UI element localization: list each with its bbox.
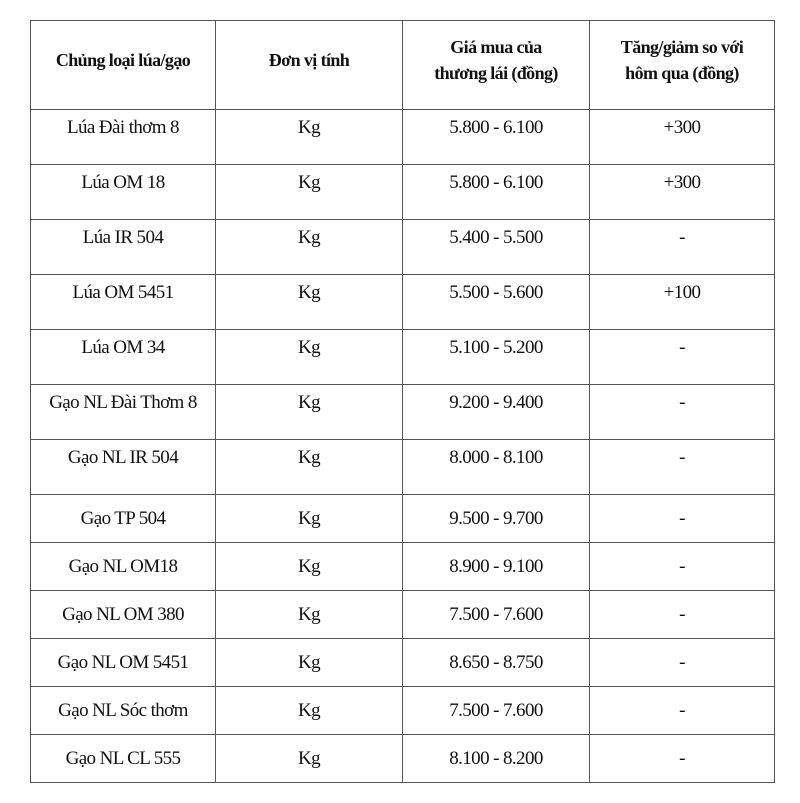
cell-unit: Kg bbox=[215, 686, 403, 735]
cell-unit: Kg bbox=[215, 164, 403, 220]
cell-price: 7.500 - 7.600 bbox=[402, 590, 590, 639]
cell-unit: Kg bbox=[215, 494, 403, 543]
cell-rice-type: Lúa OM 5451 bbox=[30, 274, 216, 330]
cell-price: 8.000 - 8.100 bbox=[402, 439, 590, 495]
table-row: Lúa OM 34 Kg 5.100 - 5.200- bbox=[30, 329, 775, 385]
cell-rice-type: Gạo NL IR 504 bbox=[30, 439, 216, 495]
cell-unit: Kg bbox=[215, 109, 403, 165]
header-change: Tăng/giảm so với hôm qua (đồng) bbox=[589, 20, 775, 110]
cell-change: +300 bbox=[589, 164, 775, 220]
cell-change: +100 bbox=[589, 274, 775, 330]
cell-change: +300 bbox=[589, 109, 775, 165]
header-price: Giá mua của thương lái (đồng) bbox=[402, 20, 590, 110]
cell-change: - bbox=[589, 384, 775, 440]
cell-change: - bbox=[589, 219, 775, 275]
cell-unit: Kg bbox=[215, 219, 403, 275]
table-row: Gạo NL OM18 Kg 8.900 - 9.100- bbox=[30, 542, 775, 591]
cell-unit: Kg bbox=[215, 329, 403, 385]
cell-price: 5.400 - 5.500 bbox=[402, 219, 590, 275]
cell-price: 5.800 - 6.100 bbox=[402, 164, 590, 220]
cell-change: - bbox=[589, 638, 775, 687]
cell-price: 9.200 - 9.400 bbox=[402, 384, 590, 440]
cell-unit: Kg bbox=[215, 590, 403, 639]
cell-unit: Kg bbox=[215, 542, 403, 591]
cell-rice-type: Gạo NL Sóc thơm bbox=[30, 686, 216, 735]
cell-rice-type: Lúa OM 34 bbox=[30, 329, 216, 385]
cell-rice-type: Gạo NL OM 380 bbox=[30, 590, 216, 639]
header-row: Chủng loại lúa/gạo Đơn vị tính Giá mua c… bbox=[30, 20, 775, 110]
table-row: Gạo NL Đài Thơm 8 Kg 9.200 - 9.400- bbox=[30, 384, 775, 440]
header-unit: Đơn vị tính bbox=[215, 20, 403, 110]
cell-rice-type: Gạo NL Đài Thơm 8 bbox=[30, 384, 216, 440]
cell-rice-type: Lúa IR 504 bbox=[30, 219, 216, 275]
cell-rice-type: Gạo NL CL 555 bbox=[30, 734, 216, 783]
cell-change: - bbox=[589, 542, 775, 591]
cell-price: 5.100 - 5.200 bbox=[402, 329, 590, 385]
table-row: Gạo TP 504 Kg 9.500 - 9.700- bbox=[30, 494, 775, 543]
cell-change: - bbox=[589, 590, 775, 639]
cell-unit: Kg bbox=[215, 638, 403, 687]
cell-unit: Kg bbox=[215, 734, 403, 783]
cell-price: 8.100 - 8.200 bbox=[402, 734, 590, 783]
table-row: Gạo NL CL 555 Kg 8.100 - 8.200- bbox=[30, 734, 775, 783]
cell-price: 5.800 - 6.100 bbox=[402, 109, 590, 165]
rice-price-table: Chủng loại lúa/gạo Đơn vị tính Giá mua c… bbox=[30, 20, 775, 783]
cell-rice-type: Gạo NL OM18 bbox=[30, 542, 216, 591]
cell-price: 7.500 - 7.600 bbox=[402, 686, 590, 735]
cell-rice-type: Gạo TP 504 bbox=[30, 494, 216, 543]
cell-rice-type: Lúa OM 18 bbox=[30, 164, 216, 220]
cell-price: 5.500 - 5.600 bbox=[402, 274, 590, 330]
table-row: Gạo NL Sóc thơm Kg 7.500 - 7.600- bbox=[30, 686, 775, 735]
cell-change: - bbox=[589, 734, 775, 783]
table-row: Lúa OM 5451 Kg 5.500 - 5.600 +100 bbox=[30, 274, 775, 330]
cell-unit: Kg bbox=[215, 439, 403, 495]
cell-price: 8.650 - 8.750 bbox=[402, 638, 590, 687]
cell-rice-type: Gạo NL OM 5451 bbox=[30, 638, 216, 687]
cell-price: 9.500 - 9.700 bbox=[402, 494, 590, 543]
table-row: Lúa IR 504 Kg 5.400 - 5.500- bbox=[30, 219, 775, 275]
table-row: Gạo NL IR 504 Kg 8.000 - 8.100- bbox=[30, 439, 775, 495]
cell-change: - bbox=[589, 494, 775, 543]
table-row: Lúa OM 18 Kg 5.800 - 6.100 +300 bbox=[30, 164, 775, 220]
table-row: Gạo NL OM 5451 Kg 8.650 - 8.750- bbox=[30, 638, 775, 687]
table-row: Lúa Đài thơm 8 Kg 5.800 - 6.100 +300 bbox=[30, 109, 775, 165]
cell-change: - bbox=[589, 686, 775, 735]
cell-unit: Kg bbox=[215, 274, 403, 330]
cell-price: 8.900 - 9.100 bbox=[402, 542, 590, 591]
cell-change: - bbox=[589, 329, 775, 385]
cell-unit: Kg bbox=[215, 384, 403, 440]
cell-change: - bbox=[589, 439, 775, 495]
cell-rice-type: Lúa Đài thơm 8 bbox=[30, 109, 216, 165]
header-rice-type: Chủng loại lúa/gạo bbox=[30, 20, 216, 110]
table-row: Gạo NL OM 380 Kg 7.500 - 7.600- bbox=[30, 590, 775, 639]
